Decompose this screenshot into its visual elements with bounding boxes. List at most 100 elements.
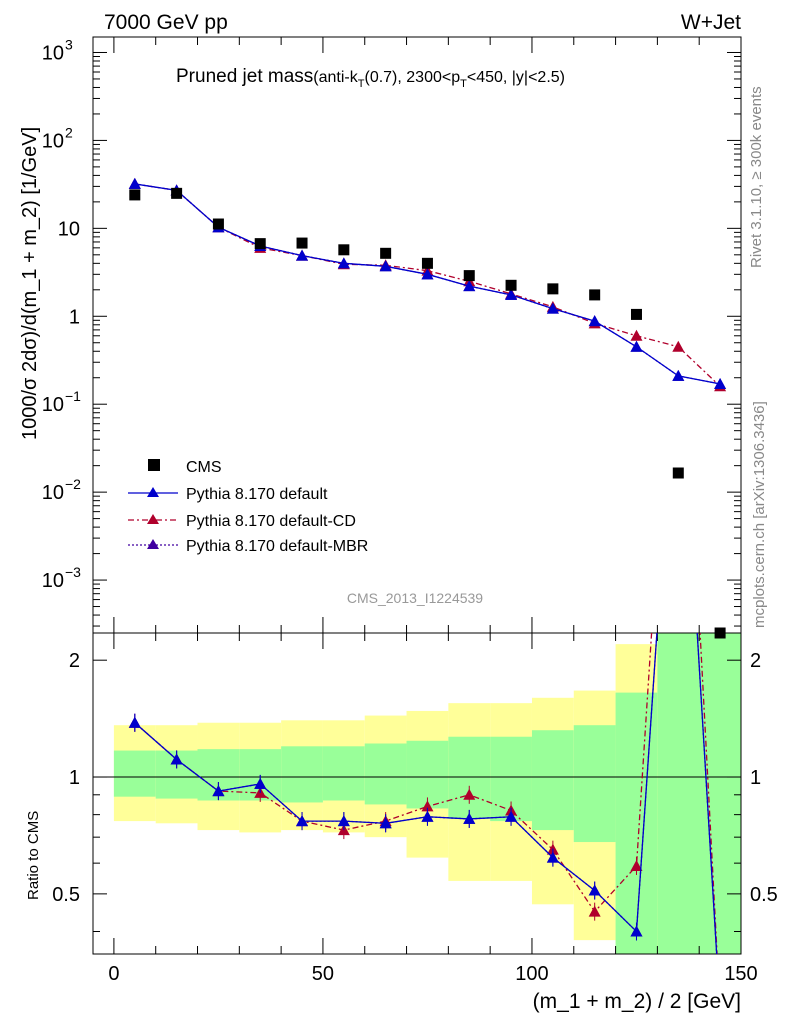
ratio-marker-default [463,812,476,824]
cms-marker [421,257,433,269]
main-ytick-exponent: −2 [65,476,81,492]
main-ytick-label: 10 [42,570,64,592]
cms-marker [380,247,392,259]
ratio-ytick-label-right: 0.5 [750,884,778,906]
band-inner-13 [657,633,741,954]
ratio-ytick-label-right: 1 [750,767,761,789]
legend-cms-marker [148,459,160,471]
cms-marker [129,189,141,201]
ratio-frame [92,632,742,955]
main-marker-default [379,260,392,272]
main-line-cd [134,183,721,387]
cms-marker [630,308,642,320]
ratio-marker-default [337,815,350,827]
title-sub-mid: (0.7), 2300<p [364,69,460,86]
main-marker-default [421,268,434,280]
header-left: 7000 GeV pp [104,11,228,34]
cms-marker [672,467,684,479]
legend-cd-label: Pythia 8.170 default-CD [186,513,356,530]
main-ytick-label: 10 [42,130,64,152]
main-ytick-label: 10 [58,218,80,240]
main-ytick-label: 10 [42,482,64,504]
cms-marker [212,218,224,230]
band-inner-11 [573,725,616,843]
x-tick-label: 150 [724,963,757,985]
ratio-marker-default [128,716,141,728]
main-ytick-exponent: 3 [65,36,73,52]
legend: CMS Pythia 8.170 default Pythia 8.170 de… [128,459,368,555]
ratio-marker-default [379,817,392,829]
band-inner-6 [364,743,407,805]
band-inner-7 [406,740,449,809]
main-line-mbr [134,183,721,385]
main-marker-default [296,249,309,261]
ratio-marker-default [630,925,643,937]
ratio-marker-default [170,753,183,765]
title-sub-prefix: (anti-k [313,69,358,86]
ratio-marker-cd [463,788,476,800]
cms-marker [505,279,517,291]
main-ytick-label: 1 [69,306,80,328]
ratio-marker-default [546,851,559,863]
band-inner-8 [448,736,491,819]
main-marker-default [630,340,643,352]
main-ytick-exponent: −1 [65,388,81,404]
main-marker-default [128,177,141,189]
title-main: Pruned jet mass [176,66,313,87]
legend-cms-label: CMS [186,459,222,476]
band-inner-5 [322,746,365,801]
main-ytick-exponent: 2 [65,124,73,140]
main-ytick-exponent: −3 [65,564,81,580]
title-sub-t2: T [460,78,467,90]
cms-marker [547,283,559,295]
x-axis-label: (m_1 + m_2) / 2 [GeV] [533,990,741,1013]
ratio-ytick-label-left: 2 [69,650,80,672]
ratio-marker-default [254,777,267,789]
cms-marker [589,289,601,301]
main-series [128,177,727,392]
ratio-series [128,633,718,954]
band-inner-0 [113,750,156,797]
plot-title: Pruned jet mass(anti-kT(0.7), 2300<pT<45… [176,66,565,90]
ratio-ytick-label-left: 1 [69,767,80,789]
ratio-marker-default [588,884,601,896]
mcplots-label: mcplots.cern.ch [arXiv:1306.3436] [751,401,768,628]
ratio-marker-cd [421,800,434,812]
cms-marker [714,627,726,639]
band-inner-12 [615,692,658,954]
main-marker-default [672,369,685,381]
ratio-marker-default [296,815,309,827]
cms-points [129,187,726,639]
band-inner-4 [281,746,323,803]
ratio-marker-default [421,810,434,822]
main-marker-cd [630,329,643,341]
main-marker-default [337,257,350,269]
main-marker-default [546,302,559,314]
ratio-marker-cd [588,905,601,917]
legend-mbr-marker [147,539,159,549]
legend-default-marker [147,487,159,497]
main-line-default [134,183,721,385]
title-sub-t: T [358,78,365,90]
x-tick-label: 0 [108,963,119,985]
band-inner-10 [531,730,574,831]
ratio-ytick-label-right: 2 [750,650,761,672]
ratio-marker-default [505,810,518,822]
main-marker-cd [672,340,685,352]
ratio-bands [113,633,741,954]
main-ytick-label: 10 [42,394,64,416]
header-right: W+Jet [681,11,741,34]
ratio-marker-default [212,785,225,797]
cms-marker [171,187,183,199]
ratio-y-axis-label: Ratio to CMS [25,811,42,900]
main-marker-default [588,315,601,327]
cms-marker [254,238,266,250]
title-sub-suffix: <450, |y|<2.5) [467,69,565,86]
main-marker-default [463,280,476,292]
ratio-marker-cd [630,859,643,871]
x-ticks: 0 50 100 150 [108,37,758,985]
main-marker-default [505,288,518,300]
cms-marker [296,237,308,249]
